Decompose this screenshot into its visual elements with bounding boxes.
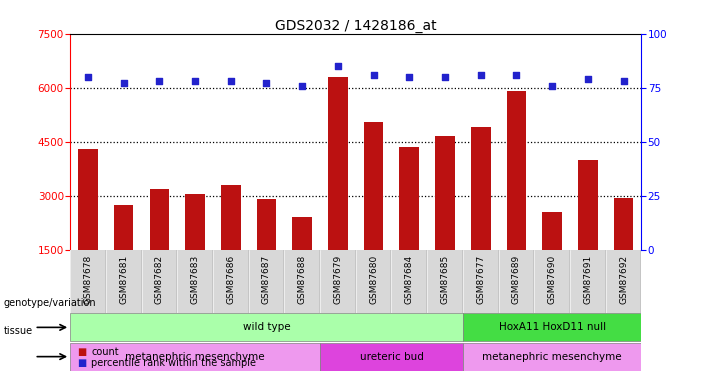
Point <box>368 72 379 78</box>
Text: GSM87678: GSM87678 <box>83 255 93 304</box>
Bar <box>471 128 491 250</box>
Bar <box>400 147 419 250</box>
Text: GSM87687: GSM87687 <box>262 255 271 304</box>
Bar <box>328 77 348 250</box>
Text: ■: ■ <box>77 347 86 357</box>
Bar <box>185 194 205 250</box>
Text: GSM87677: GSM87677 <box>476 255 485 304</box>
Bar <box>364 122 383 250</box>
Text: tissue: tissue <box>4 326 33 336</box>
Point <box>82 74 93 80</box>
Point <box>547 82 558 88</box>
Text: GSM87691: GSM87691 <box>583 255 592 304</box>
Point <box>618 78 629 84</box>
Point <box>440 74 451 80</box>
Text: count: count <box>91 347 118 357</box>
Bar <box>70 343 320 370</box>
Text: percentile rank within the sample: percentile rank within the sample <box>91 358 256 368</box>
Text: GSM87682: GSM87682 <box>155 255 164 304</box>
Text: GSM87685: GSM87685 <box>440 255 449 304</box>
Point <box>225 78 236 84</box>
Bar <box>507 92 526 250</box>
Text: HoxA11 HoxD11 null: HoxA11 HoxD11 null <box>498 322 606 332</box>
Text: GSM87680: GSM87680 <box>369 255 378 304</box>
Text: GSM87686: GSM87686 <box>226 255 236 304</box>
Bar <box>578 160 598 250</box>
Point <box>511 72 522 78</box>
Text: ureteric bud: ureteric bud <box>360 352 423 362</box>
Point <box>475 72 486 78</box>
Bar <box>149 189 169 250</box>
Bar <box>320 343 463 370</box>
Text: metanephric mesenchyme: metanephric mesenchyme <box>125 352 265 362</box>
Point <box>404 74 415 80</box>
Bar <box>114 205 133 250</box>
Text: GSM87681: GSM87681 <box>119 255 128 304</box>
Text: GSM87689: GSM87689 <box>512 255 521 304</box>
Point <box>583 76 594 82</box>
Bar <box>435 136 455 250</box>
Text: wild type: wild type <box>243 322 290 332</box>
Point <box>154 78 165 84</box>
Text: GSM87688: GSM87688 <box>298 255 307 304</box>
Title: GDS2032 / 1428186_at: GDS2032 / 1428186_at <box>275 19 437 33</box>
Point <box>332 63 343 69</box>
Text: GSM87684: GSM87684 <box>404 255 414 304</box>
Bar <box>70 314 463 341</box>
Point <box>261 80 272 86</box>
Text: GSM87690: GSM87690 <box>547 255 557 304</box>
Text: GSM87679: GSM87679 <box>334 255 342 304</box>
Text: genotype/variation: genotype/variation <box>4 298 96 308</box>
Bar <box>463 343 641 370</box>
Point <box>297 82 308 88</box>
Point <box>118 80 129 86</box>
Text: metanephric mesenchyme: metanephric mesenchyme <box>482 352 622 362</box>
Bar <box>463 314 641 341</box>
Point <box>189 78 200 84</box>
Bar <box>543 212 562 250</box>
Bar <box>221 185 240 250</box>
Bar <box>292 217 312 250</box>
Text: GSM87692: GSM87692 <box>619 255 628 304</box>
Text: ■: ■ <box>77 358 86 368</box>
Bar <box>78 149 97 250</box>
Bar <box>257 200 276 250</box>
Bar <box>614 198 634 250</box>
Text: GSM87683: GSM87683 <box>191 255 200 304</box>
